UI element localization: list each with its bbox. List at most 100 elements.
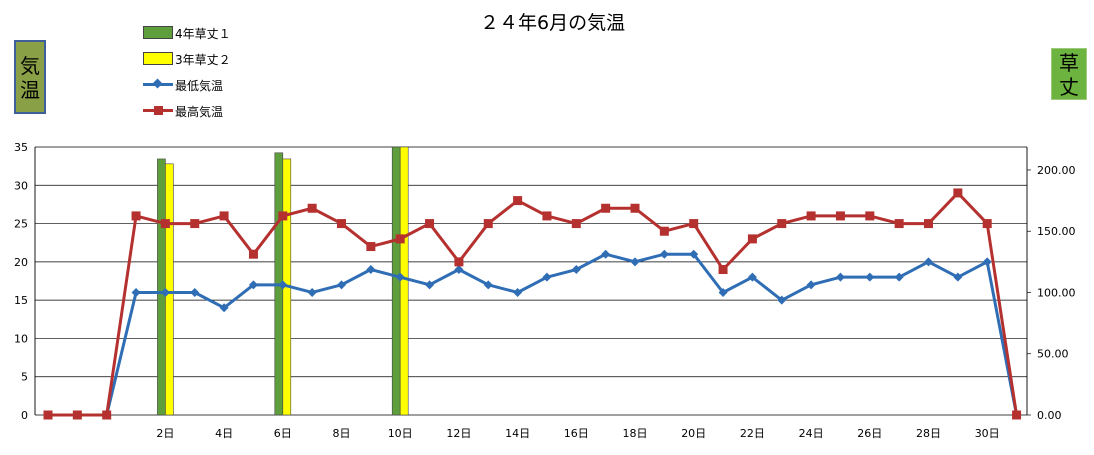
data-point-diamond [865,272,875,282]
data-point-square [953,188,963,198]
legend-label: 4年草丈１ [175,27,231,41]
data-point-square [865,211,875,221]
data-point-square [1012,410,1022,420]
left-axis-title-char-1: 気 [20,54,40,78]
data-point-diamond [219,303,229,313]
data-point-diamond [982,257,992,267]
data-point-square [806,211,816,221]
y-left-tick-label: 5 [21,371,28,384]
legend-item-min-temp: 最低気温 [143,76,343,94]
legend-item-height-4yr: 4年草丈１ [143,24,343,42]
y-left-tick-label: 35 [14,141,28,154]
left-axis-title-char-2: 温 [20,78,40,102]
legend-item-max-temp: 最高気温 [143,102,343,120]
data-point-diamond [307,287,317,297]
square-marker-icon [154,106,163,115]
data-point-square [835,211,845,221]
data-point-square [454,257,464,267]
data-point-square [43,410,53,420]
data-point-diamond [513,287,523,297]
data-point-diamond [601,249,611,259]
data-point-square [718,265,728,275]
data-point-square [337,219,346,229]
y-left-tick-label: 0 [21,409,28,422]
data-point-square [982,219,992,229]
x-tick-label: 2日 [156,427,174,440]
data-point-diamond [190,287,200,297]
bar [157,158,166,416]
y-left-tick-label: 15 [14,294,28,307]
y-right-tick-label: 150.00 [1037,225,1076,238]
chart-title: ２４年6月の気温 [480,12,626,34]
data-point-square [72,410,82,420]
data-point-square [366,242,376,252]
data-point-diamond [953,272,963,282]
x-tick-label: 26日 [857,427,882,440]
data-point-diamond [395,272,405,282]
data-point-diamond [337,280,346,290]
data-point-diamond [806,280,816,290]
x-tick-label: 28日 [916,427,941,440]
x-tick-label: 30日 [975,427,1000,440]
data-point-diamond [924,257,933,267]
y-right-tick-label: 0.00 [1037,409,1062,422]
y-right-tick-label: 200.00 [1037,164,1076,177]
data-point-diamond [777,295,787,305]
right-axis-title-box: 草 丈 [1051,48,1087,100]
y-left-tick-label: 25 [14,218,28,231]
x-tick-label: 10日 [388,427,413,440]
legend-swatch-yellow-bar [143,52,173,65]
data-point-square [425,219,435,229]
x-tick-label: 12日 [446,427,471,440]
data-point-diamond [483,280,493,290]
data-point-square [601,203,611,213]
data-point-diamond [131,287,141,297]
data-point-square [630,203,640,213]
x-tick-label: 20日 [681,427,706,440]
data-point-diamond [571,265,581,275]
data-point-diamond [894,272,904,282]
data-point-diamond [689,249,699,259]
data-point-square [248,249,258,259]
bar [391,146,401,416]
data-point-square [689,219,699,229]
data-point-diamond [718,287,728,297]
legend-label: 3年草丈２ [175,53,231,67]
x-tick-label: 8日 [333,427,351,440]
data-point-diamond [278,280,288,290]
x-tick-label: 24日 [799,427,824,440]
data-point-diamond [248,280,258,290]
data-point-square [102,410,112,420]
data-point-square [190,219,200,229]
y-left-tick-label: 10 [14,332,28,345]
data-point-diamond [454,265,464,275]
data-point-diamond [542,272,552,282]
data-point-diamond [835,272,845,282]
x-tick-label: 14日 [505,427,530,440]
legend-swatch-green-bar [143,26,173,39]
data-point-square [747,234,757,244]
data-point-square [278,211,288,221]
data-point-square [513,196,523,206]
y-right-tick-label: 100.00 [1037,286,1076,299]
data-point-diamond [747,272,757,282]
y-right-tick-label: 50.00 [1037,348,1069,361]
data-point-diamond [366,265,376,275]
legend-item-height-3yr: 3年草丈２ [143,50,343,68]
data-point-square [659,226,669,236]
data-point-square [307,203,317,213]
right-axis-title-char-1: 草 [1059,51,1079,75]
legend-label: 最高気温 [175,105,224,119]
data-point-square [395,234,405,244]
legend-label: 最低気温 [175,79,224,93]
data-point-square [777,219,787,229]
data-point-square [542,211,552,221]
data-point-square [219,211,229,221]
series-line [48,191,1019,417]
x-tick-label: 16日 [564,427,589,440]
data-point-square [894,219,904,229]
x-tick-label: 18日 [623,427,648,440]
right-axis-title-char-2: 丈 [1059,75,1079,99]
y-left-tick-label: 30 [14,179,28,192]
data-point-square [924,219,933,229]
